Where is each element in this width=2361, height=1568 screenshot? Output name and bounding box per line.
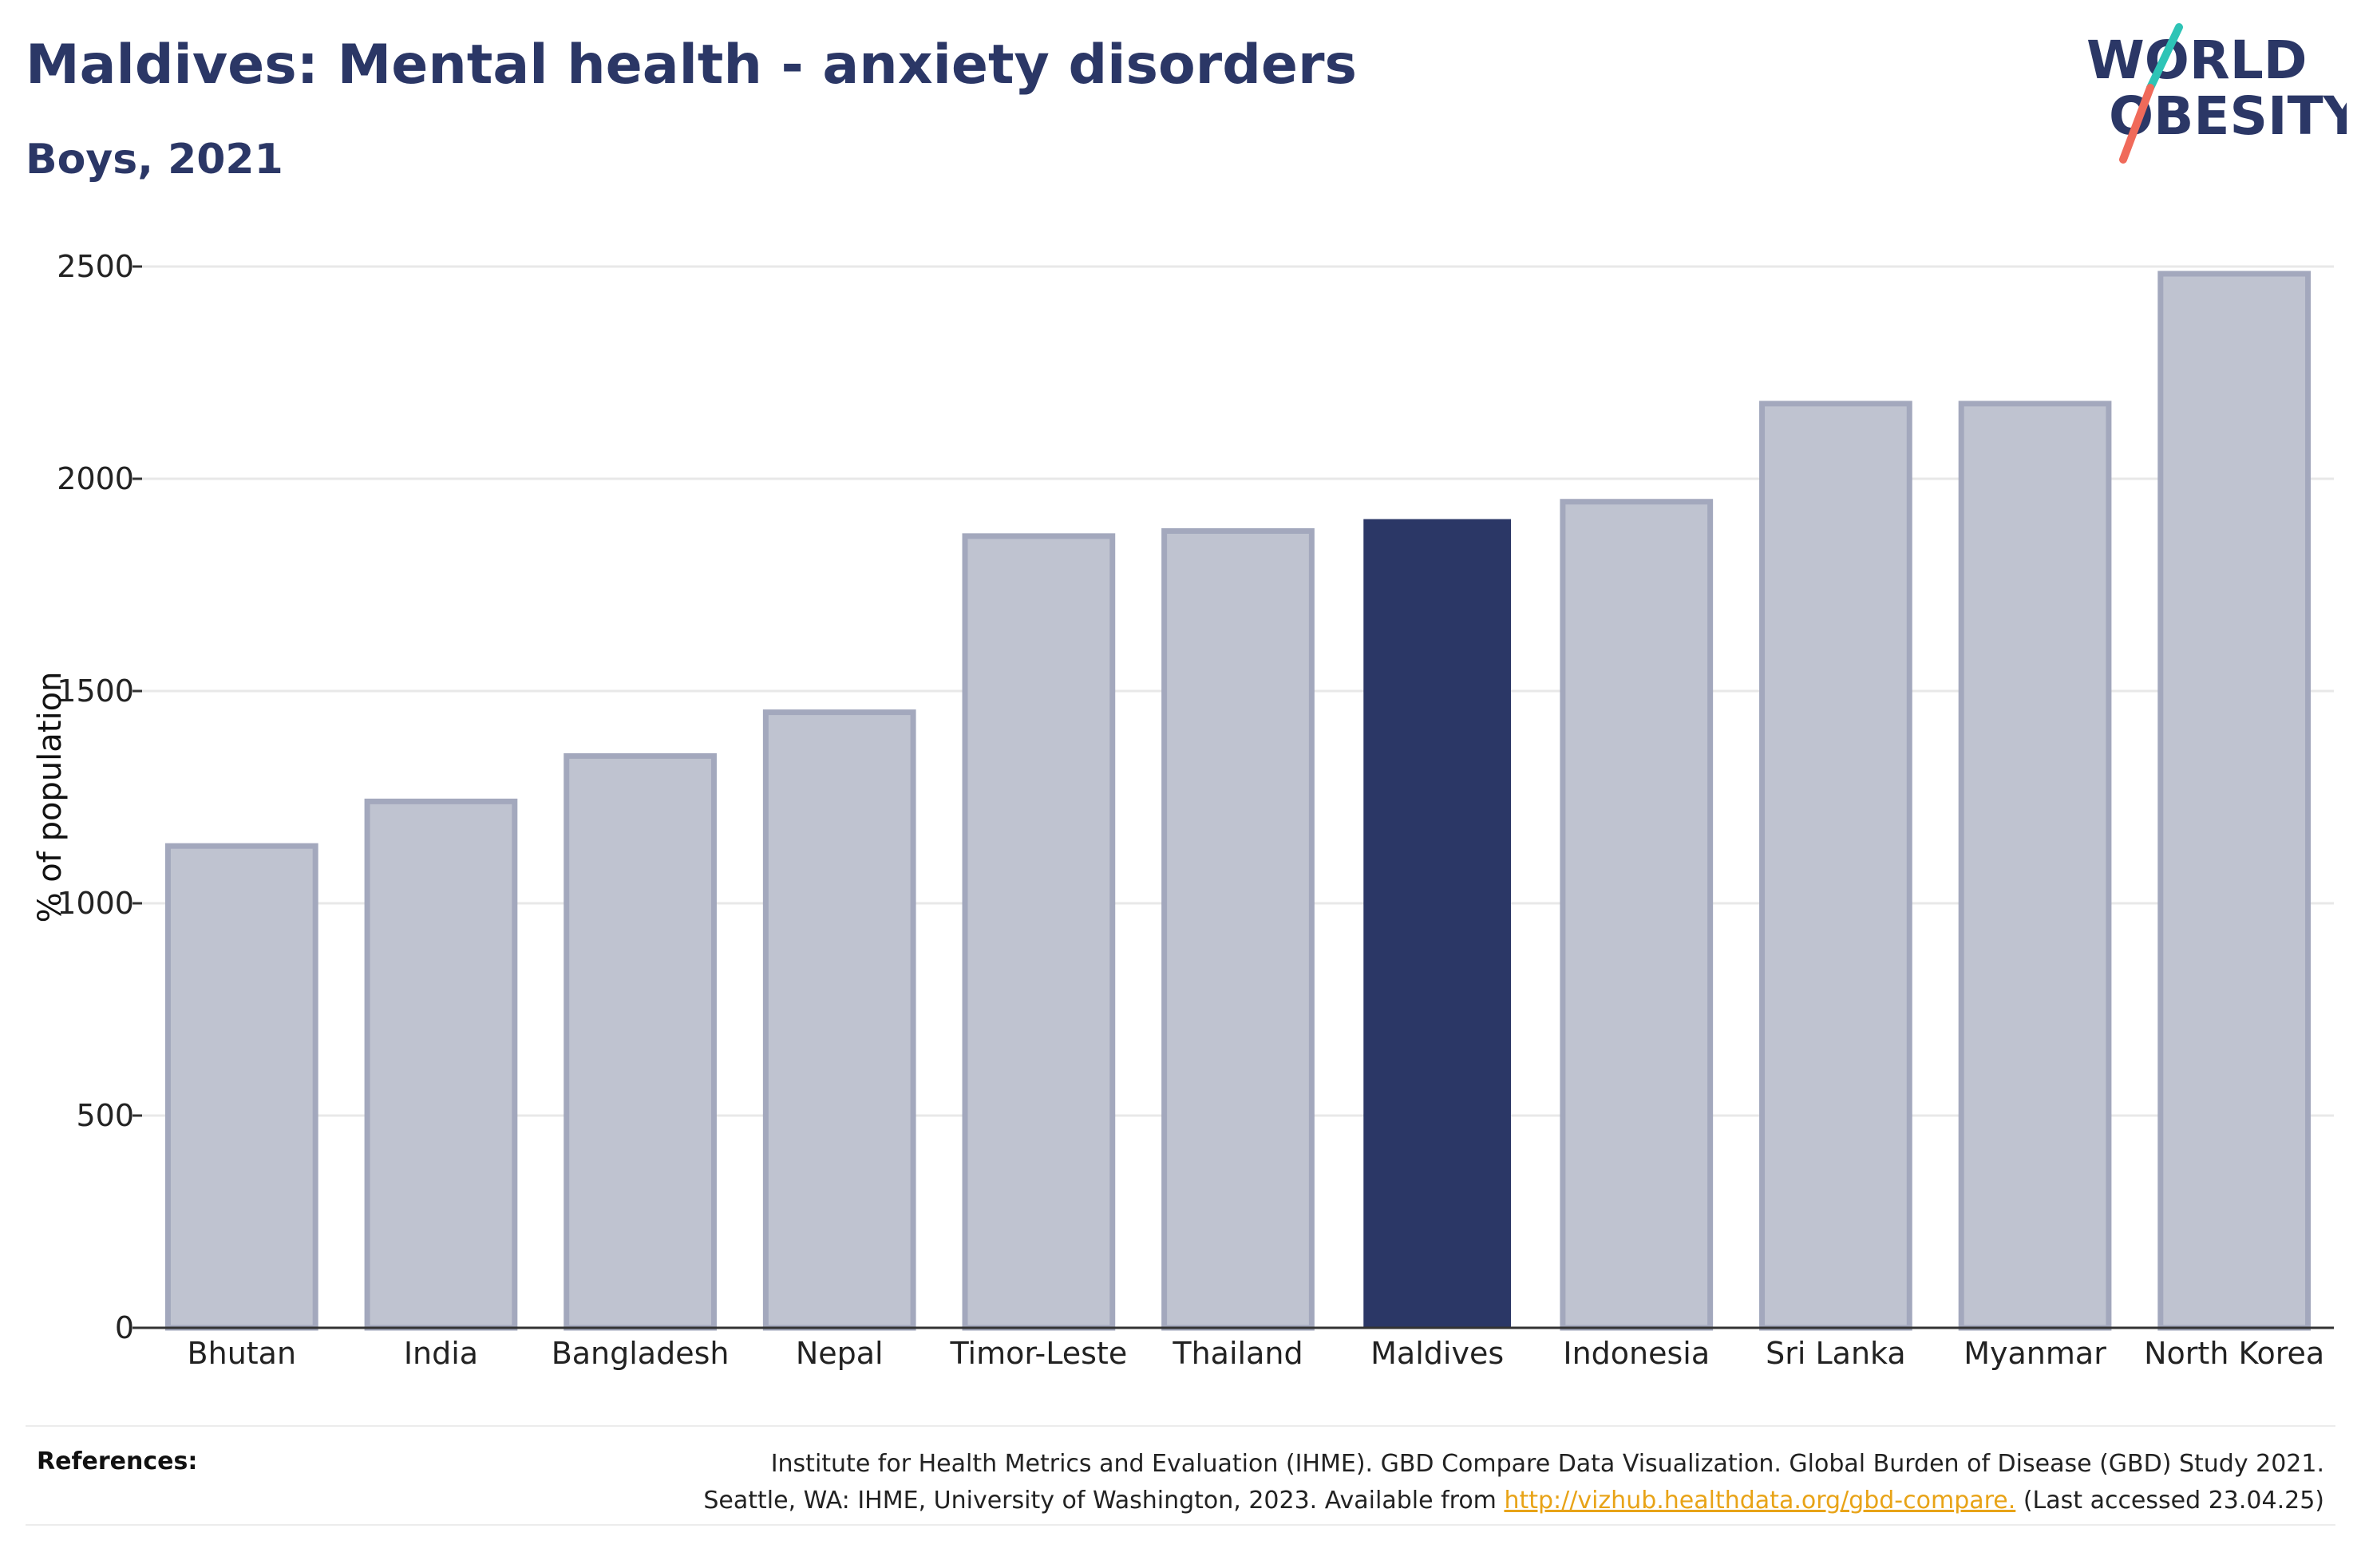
x-tick-label: India [404,1336,478,1371]
bar-north-korea [2157,271,2312,1331]
references-link[interactable]: http://vizhub.healthdata.org/gbd-compare… [1504,1487,2016,1515]
y-tick-label: 1500 [57,673,134,709]
references-line-1: Institute for Health Metrics and Evaluat… [770,1450,2324,1478]
x-tick-label: Myanmar [1964,1336,2106,1371]
references-label: References: [37,1448,198,1475]
bar-india [364,798,518,1331]
bar-myanmar [1958,401,2112,1331]
y-tick-label: 2500 [57,249,134,284]
bar-timor-leste [962,533,1116,1331]
references-line-2-suffix: (Last accessed 23.04.25) [2015,1487,2324,1515]
references-line-2-prefix: Seattle, WA: IHME, University of Washing… [703,1487,1505,1515]
bar-maldives [1363,519,1512,1328]
bar-thailand [1161,527,1315,1331]
references-text: Institute for Health Metrics and Evaluat… [703,1446,2324,1519]
x-tick-label: Thailand [1172,1336,1303,1371]
bar-chart: 0 500 1000 1500 2000 2500 Bhutan India Banglades… [32,249,2334,1371]
y-tick-label: 0 [115,1310,134,1345]
references-line-2: Seattle, WA: IHME, University of Washing… [703,1483,2324,1519]
world-obesity-logo: WORLD OBESITY [2086,23,2347,164]
y-tick-label: 1000 [57,886,134,921]
logo-text-world: WORLD [2086,30,2308,91]
logo-slash-bottom [2119,84,2154,164]
y-tick-label: 2000 [57,461,134,496]
chart-title: Maldives: Mental health - anxiety disord… [26,34,1358,97]
y-tick-label: 500 [76,1098,134,1133]
y-axis-label: % of population [32,672,69,923]
x-tick-label: Sri Lanka [1766,1336,1906,1371]
axes [132,265,2334,1329]
x-tick-label: North Korea [2144,1336,2324,1371]
labels: 0 500 1000 1500 2000 2500 Bhutan India Banglades… [32,249,2324,1371]
references-top-rule [26,1425,2335,1427]
x-tick-label: Nepal [796,1336,884,1371]
x-tick-label: Bhutan [188,1336,297,1371]
x-tick-label: Indonesia [1563,1336,1710,1371]
bar-bhutan [164,843,318,1331]
bar-indonesia [1560,499,1714,1331]
x-tick-label: Timor-Leste [949,1336,1127,1371]
logo-slash-top [2146,23,2183,92]
references-bottom-rule [26,1524,2335,1526]
bar-bangladesh [564,752,717,1331]
bars [164,271,2312,1331]
chart-subtitle: Boys, 2021 [26,136,283,184]
x-tick-label: Bangladesh [552,1336,730,1371]
x-tick-label: Maldives [1370,1336,1504,1371]
bar-nepal [762,709,916,1331]
bar-sri-lanka [1759,401,1912,1331]
